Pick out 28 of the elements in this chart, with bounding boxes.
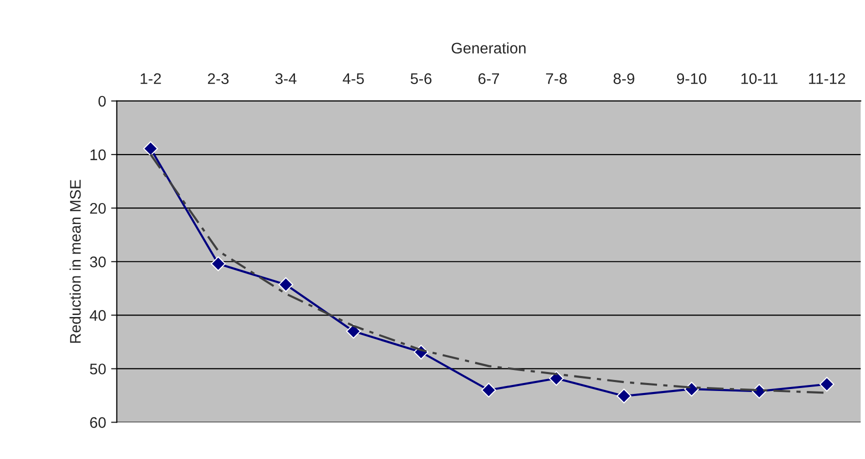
x-tick-label: 9-10 [677,73,706,84]
x-tick-label: 5-6 [410,73,432,84]
y-tick-label: 60 [90,417,106,428]
x-tick-label: 10-11 [741,73,778,84]
y-tick-label: 50 [90,364,106,374]
point [278,277,294,292]
x-tick-label: 11-12 [809,73,846,84]
point [548,370,564,386]
x-tick-label: 1-2 [140,73,161,84]
x-axis-title: Generation [452,42,526,54]
x-tick-label: 6-7 [478,73,499,84]
y-tick-label: 10 [90,149,106,160]
x-tick-label: 7-8 [546,73,567,84]
x-tick-label: 3-4 [275,73,296,84]
x-tick-label: 4-5 [342,73,364,84]
point [143,141,158,156]
y-tick-label: 20 [90,202,106,214]
point [819,376,834,392]
point [210,256,226,272]
x-tick-label: 8-9 [614,73,634,84]
point [481,382,496,398]
y-tick-label: 0 [98,96,106,107]
point [684,382,699,396]
point [616,388,632,404]
y-tick-label: 30 [90,256,106,268]
y-axis-title: Reduction in mean MSE [70,180,81,343]
x-tick-label: 2-3 [208,73,229,84]
y-tick-label: 40 [90,310,106,321]
